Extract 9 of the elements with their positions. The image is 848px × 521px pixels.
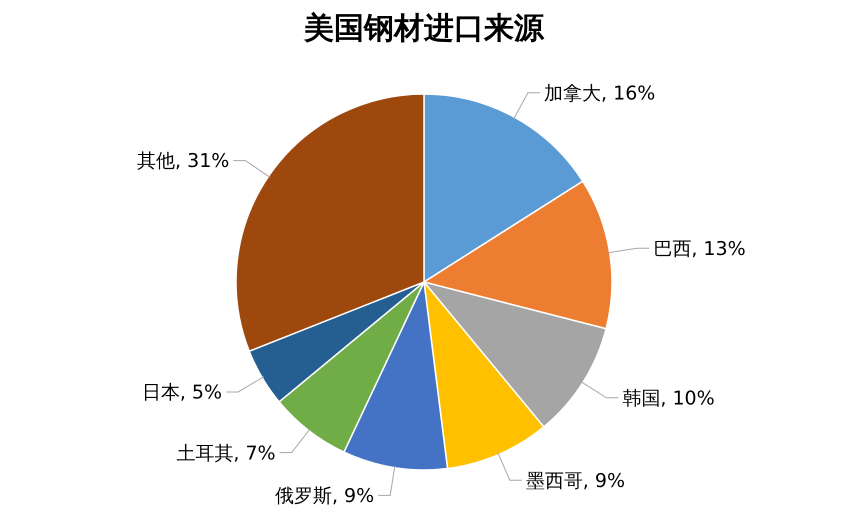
slice-label: 俄罗斯, 9% — [274, 484, 374, 507]
slice-label: 韩国, 10% — [622, 387, 715, 410]
slice-label: 日本, 5% — [142, 382, 222, 404]
slice-label: 墨西哥, 9% — [526, 470, 626, 492]
slice-label: 巴西, 13% — [653, 238, 746, 260]
slice-label: 加拿大, 16% — [544, 82, 656, 104]
slice-label: 土耳其, 7% — [176, 442, 276, 464]
chart-title: 美国钢材进口来源 — [303, 11, 545, 46]
slice-label: 其他, 31% — [137, 150, 230, 172]
